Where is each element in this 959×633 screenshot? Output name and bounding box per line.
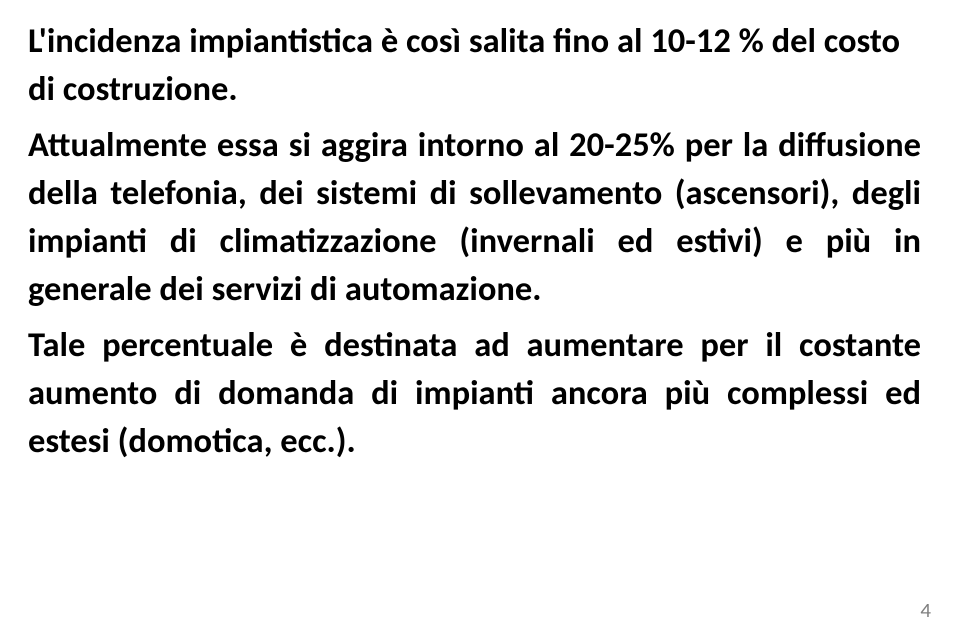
document-page: L'incidenza impiantistica è così salita … [0, 0, 959, 633]
paragraph-1: L'incidenza impiantistica è così salita … [28, 18, 921, 114]
page-number: 4 [920, 597, 931, 623]
paragraph-2: Attualmente essa si aggira intorno al 20… [28, 122, 921, 314]
paragraph-3: Tale percentuale è destinata ad aumentar… [28, 322, 921, 466]
